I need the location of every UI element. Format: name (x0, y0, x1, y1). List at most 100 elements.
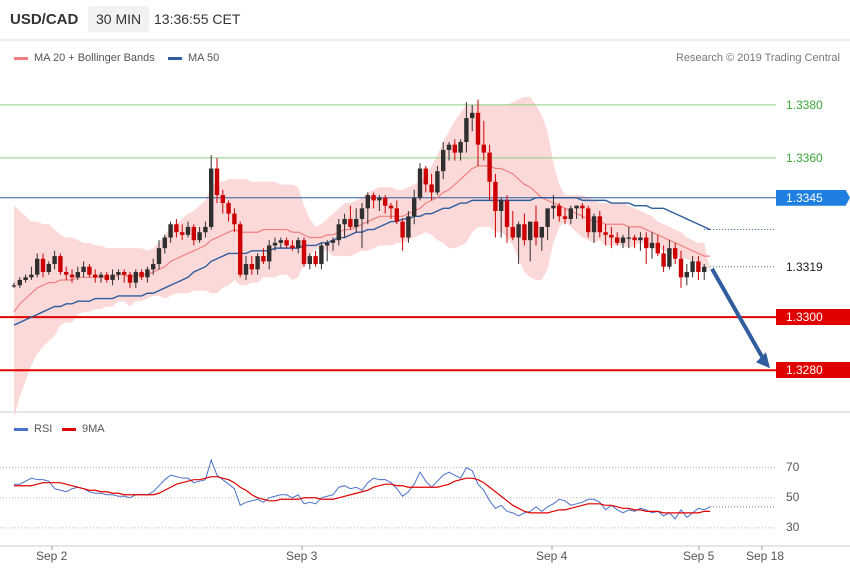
candle-body (597, 216, 602, 233)
candle-body (151, 264, 156, 270)
candle-body (557, 205, 562, 217)
candle-body (203, 226, 208, 233)
candle-body (307, 256, 312, 265)
candle-body (330, 240, 336, 243)
candle-body (104, 274, 109, 280)
candle-body (504, 200, 510, 227)
x-axis-label: Sep 18 (746, 549, 785, 563)
x-axis-label: Sep 5 (683, 549, 715, 563)
forecast-arrow-shaft (710, 267, 766, 362)
candle-body (243, 264, 249, 275)
candle-body (267, 245, 272, 262)
candle-body (278, 240, 283, 243)
bollinger-legend: MA 20 + Bollinger Bands (14, 52, 155, 64)
candle-body (290, 245, 295, 249)
candle-body (423, 168, 428, 185)
candle-body (69, 274, 75, 278)
ma50-line (13, 197, 711, 326)
candle-body (214, 168, 220, 196)
candle-body (46, 264, 51, 273)
candle-body (365, 195, 370, 209)
level-label-resistance: 1.3380 (786, 97, 823, 112)
candle-body (226, 203, 231, 214)
candle-body (17, 279, 22, 286)
level-label-resistance: 1.3360 (786, 150, 823, 165)
candle-body (249, 264, 254, 270)
candle-body (673, 248, 678, 259)
candle-body (388, 205, 394, 209)
rsi-line (14, 458, 711, 520)
symbol-title: USD/CAD (10, 10, 79, 28)
candle-body (75, 272, 80, 278)
candle-body (145, 269, 150, 278)
copyright-note: Research © 2019 Trading Central (675, 52, 840, 64)
candle-body (168, 224, 173, 238)
candle-body (156, 248, 162, 265)
candle-body (452, 144, 457, 153)
candle-body (122, 272, 127, 275)
candle-body (441, 149, 446, 172)
candle-body (93, 274, 98, 278)
candle-body (272, 242, 278, 246)
bollinger-legend-label: MA 20 + Bollinger Bands (34, 52, 155, 64)
candle-body (209, 168, 214, 227)
candle-body (64, 272, 69, 275)
candle-body (568, 208, 573, 219)
candle-body (127, 274, 133, 283)
x-axis-label: Sep 3 (286, 549, 318, 563)
candle-body (319, 245, 324, 265)
candle-body (336, 224, 341, 241)
level-label-support: 1.3300 (776, 309, 850, 326)
ma9-swatch (62, 427, 76, 431)
rsi-swatch (14, 427, 28, 431)
candle-body (191, 226, 196, 241)
rsi-tick-label: 50 (786, 489, 800, 504)
candle-body (528, 221, 533, 241)
candle-body (591, 216, 597, 233)
candle-body (40, 258, 46, 273)
candle-body (609, 234, 614, 238)
candle-body (377, 197, 382, 201)
level-label-support: 1.3280 (776, 362, 850, 379)
candle-body (354, 218, 359, 227)
x-axis-label: Sep 4 (536, 549, 568, 563)
candle-body (470, 112, 475, 119)
candle-body (667, 248, 672, 267)
candle-body (475, 112, 481, 145)
candle-body (580, 205, 585, 209)
candle-body (574, 205, 579, 209)
candle-body (342, 218, 347, 225)
level-label-current: 1.3319 (786, 259, 823, 274)
ma20-line (13, 165, 710, 313)
bollinger-swatch (14, 56, 28, 60)
rsi-tick-label: 30 (786, 519, 800, 534)
candle-body (522, 224, 527, 241)
candle-body (620, 237, 626, 243)
candle-body (464, 118, 469, 142)
x-axis-label: Sep 2 (36, 549, 68, 563)
candle-body (516, 224, 521, 238)
candle-body (261, 256, 266, 262)
candle-body (29, 274, 34, 278)
ma50-legend: MA 50 (168, 52, 219, 64)
candle-body (499, 200, 504, 211)
candle-body (458, 141, 463, 153)
ma9-legend-label: 9MA (82, 423, 105, 435)
candle-body (394, 208, 399, 222)
candle-body (417, 168, 423, 198)
candle-body (23, 277, 28, 280)
ma50-legend-label: MA 50 (188, 52, 220, 64)
candle-body (220, 195, 225, 204)
candle-body (678, 258, 684, 278)
candle-body (562, 216, 568, 219)
candle-body (545, 208, 550, 227)
candle-body (649, 242, 655, 249)
candle-body (539, 226, 544, 238)
candle-body (313, 256, 318, 265)
candle-body (52, 256, 57, 265)
candle-body (35, 258, 40, 275)
timeframe-badge[interactable]: 30 MIN (88, 6, 150, 32)
candle-body (406, 216, 411, 238)
